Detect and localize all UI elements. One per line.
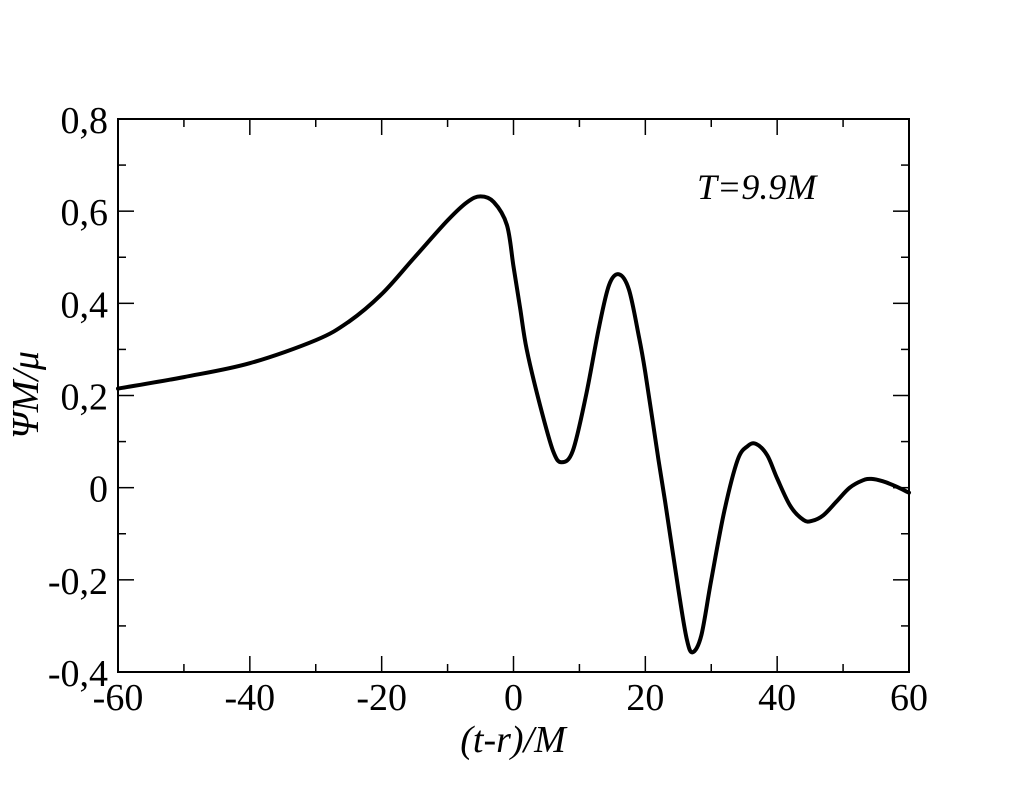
y-axis-title: ΨM/μ — [5, 351, 47, 439]
x-axis-title: (t-r)/M — [460, 719, 568, 761]
data-line — [116, 194, 911, 655]
y-tick-label: 0,6 — [61, 192, 109, 234]
y-tick-label: 0 — [89, 469, 108, 511]
x-tick-label: 60 — [890, 677, 928, 719]
x-tick-label: -60 — [93, 677, 144, 719]
y-tick-label: 0,4 — [61, 284, 109, 326]
y-tick-label: -0,2 — [48, 561, 108, 603]
annotation-label: T=9.9M — [697, 167, 818, 207]
plot-frame — [117, 118, 910, 673]
x-tick-label: 20 — [626, 677, 664, 719]
x-tick-label: 40 — [758, 677, 796, 719]
axis-tick-labels: -60 -40 -20 0 20 40 60 -0,4 -0,2 0 0,2 0,4 0,6 0,8 — [48, 100, 928, 719]
x-tick-label: -20 — [356, 677, 407, 719]
y-tick-label: 0,8 — [61, 100, 109, 142]
x-tick-label: -40 — [225, 677, 276, 719]
y-tick-label: 0,2 — [61, 377, 109, 419]
y-tick-label: -0,4 — [48, 653, 108, 695]
x-tick-label: 0 — [504, 677, 523, 719]
